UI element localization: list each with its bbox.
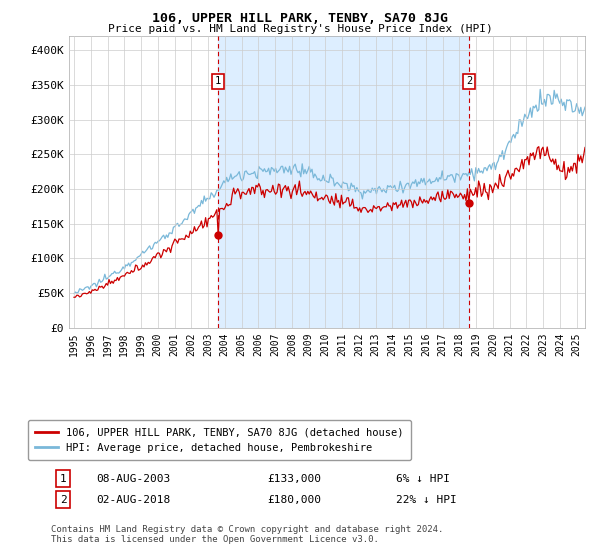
Text: 2: 2 — [466, 77, 472, 86]
Legend: 106, UPPER HILL PARK, TENBY, SA70 8JG (detached house), HPI: Average price, deta: 106, UPPER HILL PARK, TENBY, SA70 8JG (d… — [28, 420, 411, 460]
Text: 106, UPPER HILL PARK, TENBY, SA70 8JG: 106, UPPER HILL PARK, TENBY, SA70 8JG — [152, 12, 448, 25]
Text: Contains HM Land Registry data © Crown copyright and database right 2024.
This d: Contains HM Land Registry data © Crown c… — [51, 525, 443, 544]
Text: 02-AUG-2018: 02-AUG-2018 — [96, 494, 170, 505]
Text: £180,000: £180,000 — [267, 494, 321, 505]
Text: 1: 1 — [59, 474, 67, 484]
Text: 2: 2 — [59, 494, 67, 505]
Text: £133,000: £133,000 — [267, 474, 321, 484]
Text: 6% ↓ HPI: 6% ↓ HPI — [396, 474, 450, 484]
Text: 08-AUG-2003: 08-AUG-2003 — [96, 474, 170, 484]
Text: 22% ↓ HPI: 22% ↓ HPI — [396, 494, 457, 505]
Bar — [218, 36, 469, 328]
Text: Price paid vs. HM Land Registry's House Price Index (HPI): Price paid vs. HM Land Registry's House … — [107, 24, 493, 34]
Text: 1: 1 — [215, 77, 221, 86]
